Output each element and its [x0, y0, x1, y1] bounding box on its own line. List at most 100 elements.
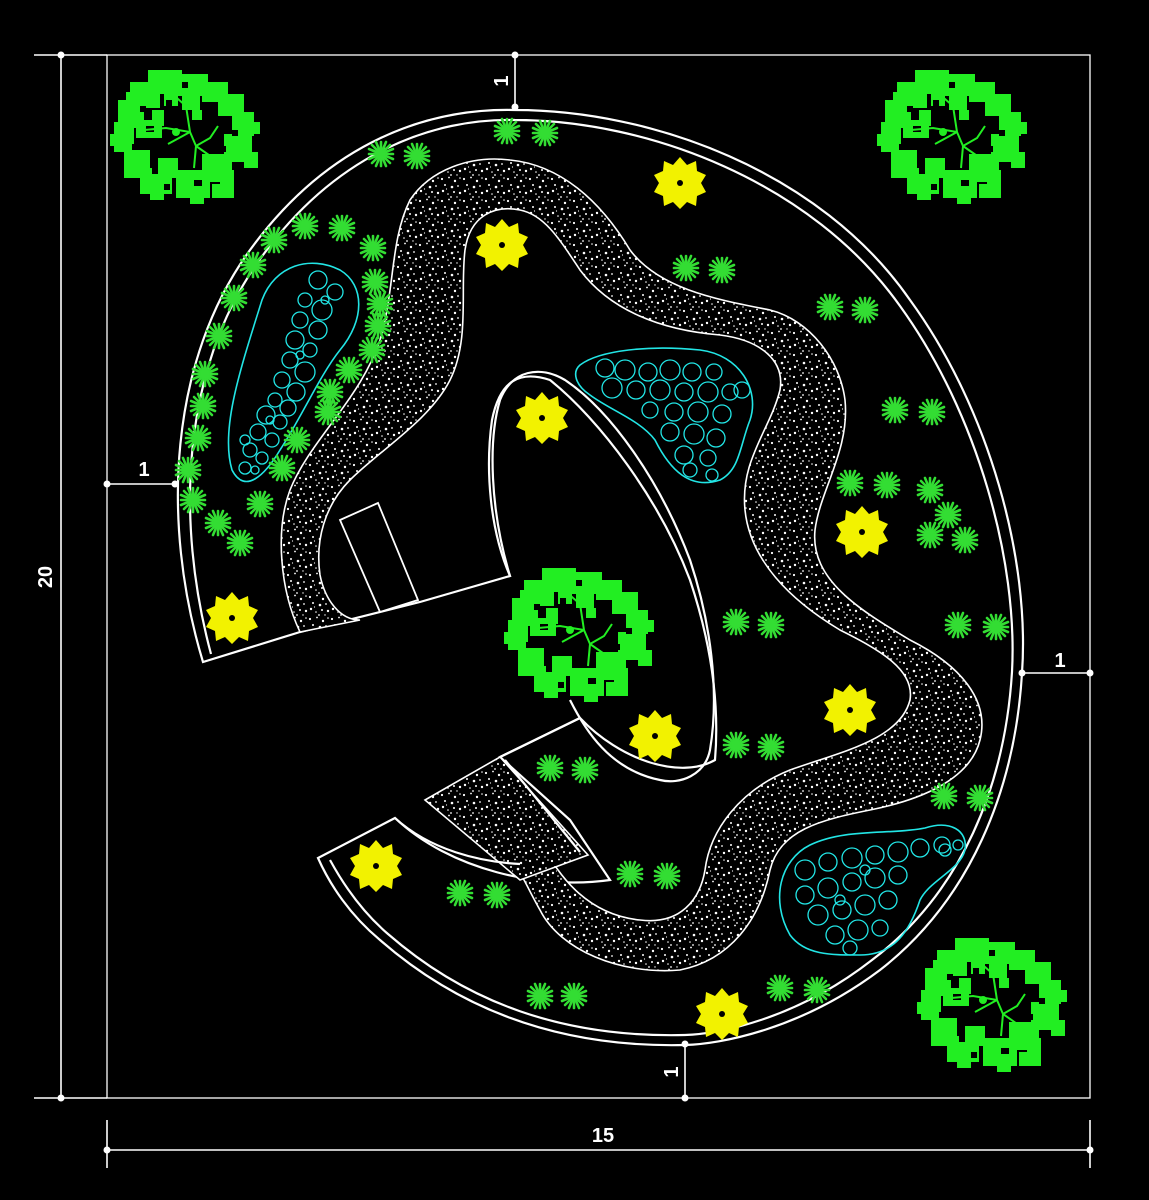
offset-top-dimension: 1	[491, 51, 519, 111]
shrub-icon	[359, 234, 387, 262]
shrub-icon	[653, 862, 681, 890]
shrub-icon	[314, 398, 342, 426]
shrub-icon	[951, 526, 979, 554]
shrub-icon	[571, 756, 599, 784]
shrub-icon	[803, 976, 831, 1004]
stone-icon	[910, 838, 930, 858]
stone-icon	[267, 392, 283, 408]
stone-icon	[294, 361, 316, 383]
shrub-icon	[722, 608, 750, 636]
offset-top-label: 1	[491, 75, 513, 86]
stone-icon	[595, 358, 615, 378]
stone-icon	[279, 399, 297, 417]
stone-icon	[238, 461, 252, 475]
garden-bed-outline	[176, 108, 1025, 1047]
stone-icon	[601, 377, 623, 399]
shrub-icon	[982, 613, 1010, 641]
bay-edge-lower	[394, 817, 521, 866]
shrub-icon	[916, 476, 944, 504]
flower-icon	[476, 219, 528, 271]
stone-icon	[641, 401, 659, 419]
stone-icon	[818, 852, 838, 872]
bench-outline	[338, 501, 420, 614]
shrub-icon	[944, 611, 972, 639]
tree-icon	[109, 69, 261, 205]
offset-bottom-dimension: 1	[661, 1040, 689, 1102]
height-dimension-label: 20	[35, 566, 57, 588]
shrub-icon	[526, 982, 554, 1010]
stone-icon	[871, 919, 889, 937]
shrub-icon	[493, 117, 521, 145]
stone-icon	[626, 380, 646, 400]
flower-icon	[350, 840, 402, 892]
stone-icon	[878, 890, 898, 910]
gravel-patch-lower	[423, 755, 590, 881]
stone-icon	[664, 402, 684, 422]
stone-icon	[842, 940, 858, 956]
stone-icon	[807, 904, 829, 926]
shrub-icon	[316, 378, 344, 406]
offset-right-label: 1	[1054, 650, 1065, 672]
stone-icon	[705, 363, 723, 381]
shrub-icon	[722, 731, 750, 759]
shrub-icon	[757, 611, 785, 639]
stone-icon	[706, 428, 726, 448]
shrub-icon	[367, 140, 395, 168]
shrub-icon	[204, 509, 232, 537]
stone-icon	[308, 320, 328, 340]
stone-icon	[933, 836, 951, 854]
stone-icon	[242, 442, 258, 458]
shrub-icon	[766, 974, 794, 1002]
stone-icon	[674, 445, 694, 465]
tree-icon	[876, 69, 1028, 205]
stone-icon	[250, 465, 260, 475]
shrub-icon	[616, 860, 644, 888]
stone-icon	[320, 295, 330, 305]
garden-bed-inner-edge	[188, 118, 1014, 1037]
stone-icon	[721, 383, 739, 401]
shrub-icon	[291, 212, 319, 240]
stone-icon	[854, 894, 876, 916]
stone-icon	[308, 270, 328, 290]
stone-icon	[888, 865, 908, 885]
shrub-icon	[881, 396, 909, 424]
stone-icon	[705, 468, 719, 482]
shrub-icon	[873, 471, 901, 499]
flower-icon	[654, 157, 706, 209]
stone-icon	[864, 867, 886, 889]
stone-icon	[938, 843, 952, 857]
stone-icon	[297, 292, 313, 308]
width-dimension-label: 15	[592, 1125, 614, 1147]
flower-icon	[516, 392, 568, 444]
stone-icon	[733, 381, 751, 399]
stone-icon	[638, 362, 658, 382]
shrub-icon	[934, 501, 962, 529]
shrub-icon	[364, 312, 392, 340]
stone-icon	[614, 359, 636, 381]
shrub-icon	[918, 398, 946, 426]
flower-icon	[629, 710, 681, 762]
offset-left-label: 1	[138, 459, 149, 481]
stone-icon	[682, 462, 698, 478]
shrub-icon	[916, 521, 944, 549]
stone-icon	[817, 877, 839, 899]
property-boundary	[106, 54, 1091, 1099]
stone-icon	[683, 423, 705, 445]
flower-icon	[206, 592, 258, 644]
shrub-icon	[966, 784, 994, 812]
stone-icon	[825, 925, 845, 945]
shrub-icon	[483, 881, 511, 909]
stone-icon	[660, 422, 680, 442]
stone-icon	[285, 330, 305, 350]
flower-icon	[824, 684, 876, 736]
stone-icon	[794, 859, 816, 881]
shrub-icon	[260, 226, 288, 254]
stone-icon	[687, 401, 709, 423]
stone-icon	[273, 371, 291, 389]
stone-icon	[674, 382, 694, 402]
stone-cluster-left	[227, 262, 360, 483]
stone-icon	[286, 382, 306, 402]
flower-icon	[696, 988, 748, 1040]
shrub-icon	[283, 426, 311, 454]
